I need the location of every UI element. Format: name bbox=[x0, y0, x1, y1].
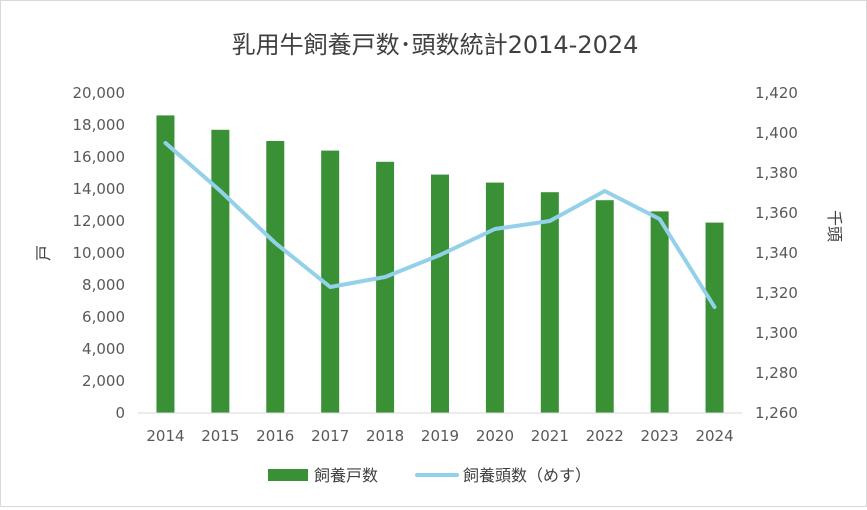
y-left-tick-label: 14,000 bbox=[73, 180, 126, 198]
x-tick-label: 2018 bbox=[366, 427, 404, 445]
y-right-tick-label: 1,280 bbox=[755, 364, 798, 382]
y-left-tick-label: 18,000 bbox=[73, 116, 126, 134]
x-tick-label: 2017 bbox=[311, 427, 349, 445]
bar bbox=[211, 130, 229, 413]
x-tick-label: 2020 bbox=[476, 427, 514, 445]
bar bbox=[651, 211, 669, 413]
legend-label-line: 飼養頭数（めす） bbox=[463, 466, 591, 485]
y-right-tick-label: 1,300 bbox=[755, 324, 798, 342]
bar-series bbox=[156, 115, 723, 413]
x-tick-label: 2022 bbox=[586, 427, 624, 445]
x-tick-label: 2015 bbox=[201, 427, 239, 445]
y-left-tick-label: 4,000 bbox=[82, 340, 125, 358]
y-right-tick-label: 1,260 bbox=[755, 404, 798, 422]
y-left-tick-label: 12,000 bbox=[73, 212, 126, 230]
y-left-tick-label: 10,000 bbox=[73, 244, 126, 262]
chart-title: 乳用牛飼養戸数･頭数統計2014-2024 bbox=[232, 31, 639, 59]
x-tick-label: 2016 bbox=[256, 427, 294, 445]
legend-swatch-bar bbox=[268, 469, 308, 481]
y-left-tick-label: 6,000 bbox=[82, 308, 125, 326]
x-tick-label: 2021 bbox=[531, 427, 569, 445]
x-tick-label: 2019 bbox=[421, 427, 459, 445]
y-left-axis-title: 戸 bbox=[34, 245, 53, 261]
bar bbox=[486, 183, 504, 413]
y-left-tick-label: 16,000 bbox=[73, 148, 126, 166]
x-tick-label: 2014 bbox=[146, 427, 184, 445]
bar bbox=[706, 223, 724, 413]
x-tick-labels: 2014 2015 2016 2017 2018 2019 2020 2021 2022 2023… bbox=[146, 427, 733, 445]
bar bbox=[376, 162, 394, 413]
x-tick-label: 2023 bbox=[641, 427, 679, 445]
bar bbox=[541, 192, 559, 413]
y-right-tick-label: 1,360 bbox=[755, 204, 798, 222]
y-left-tick-label: 0 bbox=[115, 404, 125, 422]
y-left-tick-label: 8,000 bbox=[82, 276, 125, 294]
bar bbox=[156, 115, 174, 413]
bar bbox=[266, 141, 284, 413]
y-right-tick-labels: 1,260 1,280 1,300 1,320 1,340 1,360 1,380 1,400… bbox=[755, 84, 798, 422]
bar bbox=[596, 200, 614, 413]
y-left-tick-label: 2,000 bbox=[82, 372, 125, 390]
y-right-tick-label: 1,340 bbox=[755, 244, 798, 262]
y-right-axis-title: 千頭 bbox=[825, 210, 844, 242]
x-tick-label: 2024 bbox=[695, 427, 733, 445]
y-right-tick-label: 1,380 bbox=[755, 164, 798, 182]
y-right-tick-label: 1,320 bbox=[755, 284, 798, 302]
y-left-tick-label: 20,000 bbox=[73, 84, 126, 102]
bar bbox=[431, 175, 449, 413]
y-left-tick-labels: 0 2,000 4,000 6,000 8,000 10,000 12,000 14,000 1… bbox=[73, 84, 126, 422]
legend-label-bar: 飼養戸数 bbox=[314, 466, 378, 485]
legend: 飼養戸数 飼養頭数（めす） bbox=[268, 466, 591, 485]
y-right-tick-label: 1,400 bbox=[755, 124, 798, 142]
y-right-tick-label: 1,420 bbox=[755, 84, 798, 102]
